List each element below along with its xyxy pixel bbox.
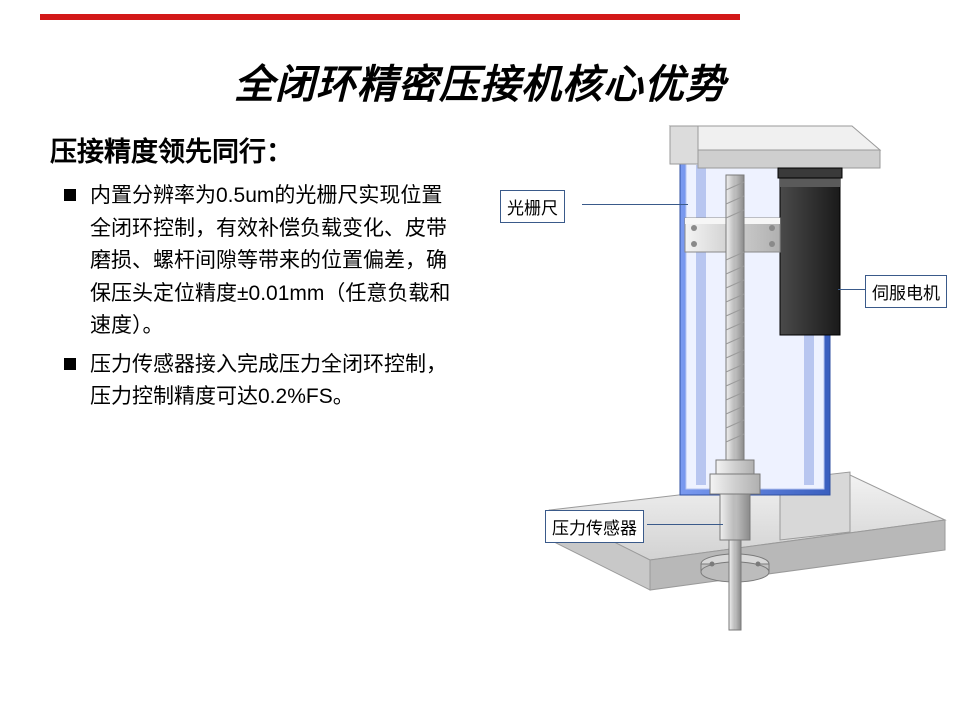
top-housing bbox=[670, 126, 880, 168]
accent-bar bbox=[40, 14, 740, 20]
servo-motor-body bbox=[778, 168, 842, 335]
list-item: 内置分辨率为0.5um的光栅尺实现位置全闭环控制，有效补偿负载变化、皮带磨损、螺… bbox=[60, 180, 460, 343]
section-subtitle: 压接精度领先同行： bbox=[50, 130, 293, 169]
leader-line bbox=[647, 524, 723, 525]
callout-label: 压力传感器 bbox=[552, 519, 637, 538]
callout-label: 光栅尺 bbox=[507, 199, 558, 218]
page-title: 全闭环精密压接机核心优势 bbox=[0, 52, 960, 110]
list-item: 压力传感器接入完成压力全闭环控制，压力控制精度可达0.2%FS。 bbox=[60, 349, 460, 414]
callout-force-sensor: 压力传感器 bbox=[545, 510, 644, 543]
main-shaft bbox=[726, 175, 744, 505]
callout-grating-scale: 光栅尺 bbox=[500, 190, 565, 223]
leader-line bbox=[582, 204, 688, 205]
callout-servo-motor: 伺服电机 bbox=[865, 275, 947, 308]
bullet-list: 内置分辨率为0.5um的光栅尺实现位置全闭环控制，有效补偿负载变化、皮带磨损、螺… bbox=[60, 180, 460, 420]
callout-label: 伺服电机 bbox=[872, 284, 940, 303]
leader-line bbox=[838, 289, 865, 290]
